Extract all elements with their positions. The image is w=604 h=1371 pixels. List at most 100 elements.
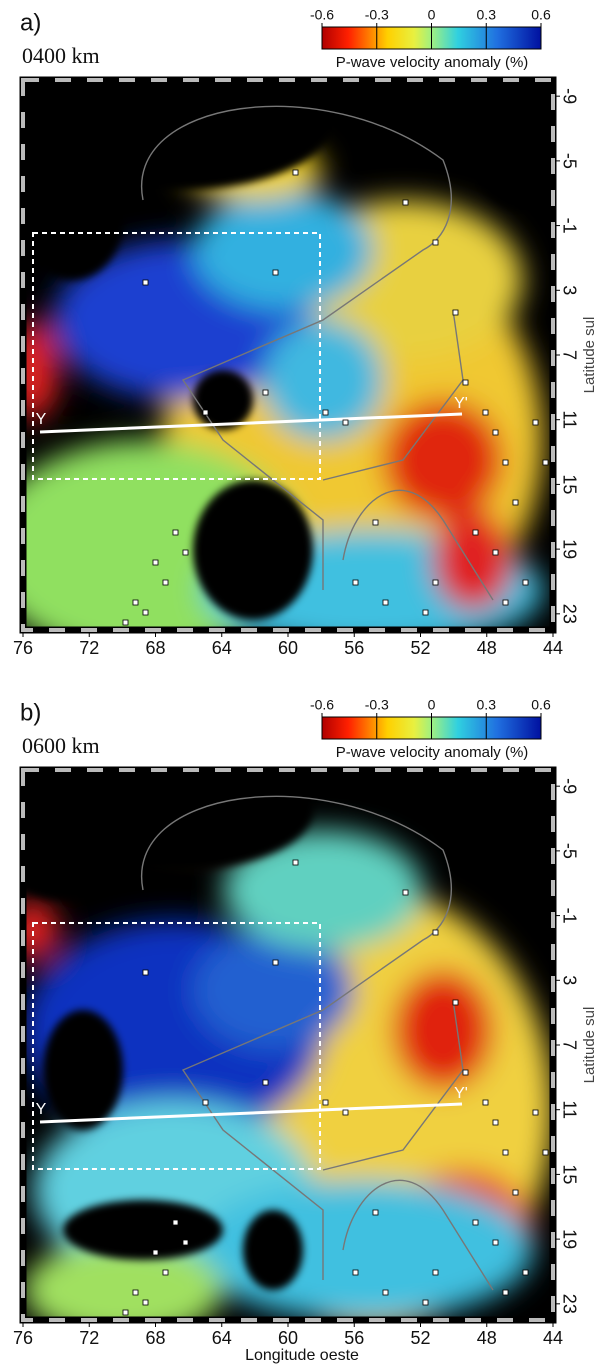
station [542, 1149, 549, 1156]
station [142, 279, 149, 286]
station [352, 1269, 359, 1276]
station [472, 1219, 479, 1226]
station [532, 1109, 539, 1116]
y-tick-label: 23 [559, 1294, 579, 1314]
station [422, 609, 429, 616]
anomaly-blob [263, 320, 383, 440]
x-axis-label: Longitude oeste [245, 1347, 359, 1364]
y-tick-label: -1 [559, 218, 579, 234]
station [402, 889, 409, 896]
map [23, 770, 553, 1320]
no-data [63, 1200, 223, 1260]
no-data [463, 80, 553, 210]
y-axis-label: Latitude sul [581, 317, 598, 394]
station [502, 459, 509, 466]
colorbar-label: P-wave velocity anomaly (%) [336, 744, 529, 761]
x-tick-label: 76 [13, 1328, 33, 1348]
station [322, 409, 329, 416]
x-tick-label: 44 [543, 1328, 563, 1348]
station [152, 559, 159, 566]
station [272, 269, 279, 276]
station [122, 619, 129, 626]
anomaly-blob [23, 1240, 223, 1320]
station [452, 309, 459, 316]
colorbar-tick-label: 0 [428, 697, 436, 713]
y-tick-label: 19 [559, 1229, 579, 1249]
no-data [23, 770, 143, 900]
study-area [32, 922, 321, 1170]
station [202, 1099, 209, 1106]
station [262, 389, 269, 396]
colorbar-tick-label: -0.6 [310, 697, 334, 713]
profile-line [39, 1102, 463, 1124]
station [342, 419, 349, 426]
station [522, 579, 529, 586]
y-axis-label: Latitude sul [581, 1007, 598, 1084]
y-tick-label: 19 [559, 539, 579, 559]
x-tick-label: 56 [344, 1328, 364, 1348]
station [402, 199, 409, 206]
station [432, 929, 439, 936]
station [202, 409, 209, 416]
panel-label: b) [20, 699, 41, 726]
station [272, 959, 279, 966]
y-tick-label: -9 [559, 778, 579, 794]
station [512, 499, 519, 506]
station [502, 599, 509, 606]
y-tick-label: 3 [559, 285, 579, 295]
y-tick-label: 7 [559, 1040, 579, 1050]
station [492, 549, 499, 556]
x-tick-label: 76 [13, 638, 33, 658]
station [492, 429, 499, 436]
anomaly-blob [223, 830, 423, 950]
colorbar-label: P-wave velocity anomaly (%) [336, 54, 529, 71]
colorbar-tick-label: 0.6 [531, 7, 551, 23]
depth-label: 0400 km [22, 43, 100, 68]
y-tick-label: -9 [559, 88, 579, 104]
station [452, 999, 459, 1006]
y-tick-label: 11 [559, 1100, 579, 1119]
no-data [473, 770, 553, 870]
station [372, 1209, 379, 1216]
y-tick-label: -5 [559, 843, 579, 859]
station [172, 529, 179, 536]
station [132, 599, 139, 606]
station [372, 519, 379, 526]
station [382, 1289, 389, 1296]
x-tick-label: 72 [79, 638, 99, 658]
anomaly-field [23, 140, 543, 630]
station [382, 599, 389, 606]
colorbar-tick-label: -0.6 [310, 7, 334, 23]
x-tick-label: 64 [212, 638, 232, 658]
anomaly-blob [383, 400, 503, 520]
colorbar-tick-label: 0.3 [477, 697, 497, 713]
no-data [23, 80, 133, 210]
anomaly-blob [393, 970, 493, 1090]
station [292, 859, 299, 866]
y-tick-label: -5 [559, 153, 579, 169]
x-tick-label: 56 [344, 638, 364, 658]
x-tick-label: 52 [410, 638, 430, 658]
x-tick-label: 60 [278, 638, 298, 658]
x-tick-label: 44 [543, 638, 563, 658]
x-tick-label: 52 [410, 1328, 430, 1348]
y-tick-label: 11 [559, 410, 579, 429]
panel: b) 0600 km -0.6 -0.3 0 0.3 0.6 P-wave velocity … [13, 697, 598, 1348]
station [542, 459, 549, 466]
station [502, 1149, 509, 1156]
station [492, 1239, 499, 1246]
anomaly-blob [193, 930, 353, 1050]
station [142, 609, 149, 616]
station [182, 549, 189, 556]
profile-label: Y' [454, 395, 468, 412]
station [482, 1099, 489, 1106]
x-tick-label: 68 [145, 1328, 165, 1348]
station [482, 409, 489, 416]
profile-line [39, 412, 463, 434]
station [512, 1189, 519, 1196]
station [432, 239, 439, 246]
x-tick-label: 68 [145, 638, 165, 658]
colorbar-tick-label: 0.3 [477, 7, 497, 23]
y-tick-label: 7 [559, 350, 579, 360]
